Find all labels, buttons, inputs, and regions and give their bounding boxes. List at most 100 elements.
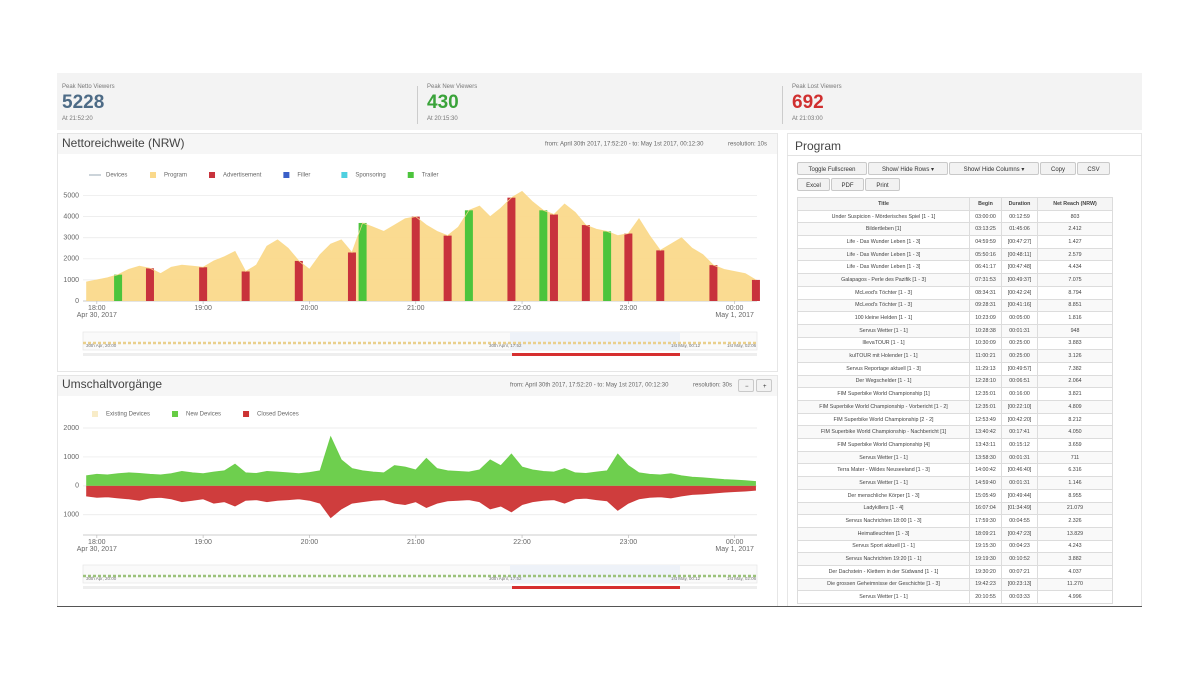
table-cell: 2.579: [1037, 247, 1113, 262]
scroll-track: [83, 353, 757, 356]
x-tick-label: 22:00: [513, 305, 531, 312]
range-text: from: April 30th 2017, 17:52:20 - to: Ma…: [545, 142, 704, 148]
table-cell: 10:28:38: [969, 323, 1002, 338]
area-line: [86, 489, 756, 519]
table-cell: 21.079: [1037, 501, 1113, 516]
column-header[interactable]: Begin: [969, 197, 1002, 211]
table-cell: Servus Wetter [1 - 1]: [797, 590, 970, 604]
table-cell: 14:59:40: [969, 476, 1002, 490]
zoom-button[interactable]: −: [738, 379, 754, 392]
legend-label: Closed Devices: [257, 412, 299, 418]
bar: [709, 265, 718, 301]
table-row: Servus Wetter [1 - 1] 10:28:38 00:01:31 948: [797, 323, 1113, 338]
legend-label: New Devices: [186, 412, 221, 418]
navigator-label: 30th Apr, 20:00: [86, 343, 117, 348]
button[interactable]: Toggle Fullscreen: [797, 162, 867, 175]
table-cell: Der Wegschelder [1 - 1]: [797, 374, 970, 389]
navigator-label: 1st May, 02:06: [727, 343, 757, 348]
table-row: Servus Wetter [1 - 1] 14:59:40 00:01:31 1.1…: [797, 476, 1113, 490]
column-header[interactable]: Net Reach (NRW): [1037, 197, 1113, 211]
bar: [114, 274, 123, 301]
table-cell: 00:01:31: [1001, 450, 1038, 465]
panel-header: [58, 134, 777, 154]
table-cell: 07:31:53: [969, 273, 1002, 287]
y-tick-label: 1000: [63, 512, 79, 519]
stat: Peak New Viewers 430 At 20:15:30: [423, 80, 763, 126]
button[interactable]: Print: [865, 178, 900, 191]
table-cell: FIM Superbike World Championship - Nachb…: [797, 425, 970, 440]
navigator-label: 1st May, 02:06: [727, 576, 757, 581]
panel-title: Program: [795, 139, 842, 153]
zoom-button[interactable]: +: [756, 379, 772, 392]
button[interactable]: PDF: [831, 178, 864, 191]
bar: [145, 268, 154, 301]
separator: [782, 86, 783, 124]
x-tick-label: 00:00: [726, 539, 744, 546]
scroll-track: [83, 586, 757, 589]
bar: [507, 197, 516, 301]
button[interactable]: Copy: [1040, 162, 1076, 175]
area-line: [86, 435, 756, 482]
x-tick-label: 23:00: [620, 305, 638, 312]
scroll-thumb: [512, 586, 680, 589]
y-tick-label: 2000: [63, 256, 79, 263]
table-cell: 2.412: [1037, 222, 1113, 237]
area-fill: [86, 485, 756, 518]
navigator-selection: [510, 565, 680, 583]
legend-swatch: [283, 172, 290, 178]
legend-swatch: [92, 411, 98, 417]
divider: [787, 155, 1142, 156]
bar: [624, 233, 633, 301]
table-cell: [00:23:13]: [1001, 577, 1038, 592]
bar: [603, 231, 612, 301]
button[interactable]: Excel: [797, 178, 830, 191]
y-tick-label: 1000: [63, 277, 79, 284]
table-cell: 00:17:41: [1001, 425, 1038, 440]
legend-label: Advertisement: [223, 173, 262, 179]
resolution-text: resolution: 10s: [728, 142, 767, 148]
table-cell: Servus Wetter [1 - 1]: [797, 323, 970, 338]
legend-label: Devices: [106, 173, 127, 179]
bar: [199, 267, 208, 301]
legend-swatch: [407, 172, 414, 178]
stat: Peak Lost Viewers 692 At 21:03:00: [788, 80, 1128, 126]
area-line: [86, 190, 757, 283]
table-row: Galapagos - Perle des Pazifik [1 - 3] 07:…: [797, 273, 1113, 287]
table-row: FIM Superbike World Championship [4] 13:4…: [797, 438, 1113, 452]
program-table-wrap: Title Begin Duration Net Reach (NRW) Under S…: [797, 197, 1113, 604]
bar: [549, 214, 558, 301]
legend-swatch: [150, 172, 156, 178]
table-cell: 4.996: [1037, 590, 1113, 604]
button[interactable]: Show/ Hide Rows ▾: [868, 162, 948, 175]
button[interactable]: Show/ Hide Columns ▾: [949, 162, 1039, 175]
table-cell: [00:48:11]: [1001, 247, 1038, 262]
bar: [358, 222, 367, 301]
range-text: from: April 30th 2017, 17:52:20 - to: Ma…: [510, 383, 669, 389]
stat-time: At 21:03:00: [792, 116, 823, 122]
table-cell: 12:35:01: [969, 400, 1002, 414]
legend-swatch: [172, 411, 179, 417]
table-row: Die grossen Geheimnisse der Geschichte […: [797, 577, 1113, 592]
legend-swatch: [243, 411, 250, 417]
table-row: Ladykillers [1 - 4] 16:07:04 [01:34:49] 21.…: [797, 501, 1113, 516]
table-cell: Heimatleuchten [1 - 3]: [797, 526, 970, 541]
table-cell: [00:49:37]: [1001, 273, 1038, 287]
x-tick-label: 19:00: [194, 539, 212, 546]
button[interactable]: CSV: [1077, 162, 1110, 175]
table-row: FIM Superbike World Championship - Nachb…: [797, 425, 1113, 440]
table-row: FIM Superbike World Championship - Vorbe…: [797, 400, 1113, 414]
bar: [443, 235, 452, 301]
table-cell: [00:22:10]: [1001, 400, 1038, 414]
table-row: Heimatleuchten [1 - 3] 18:09:21 [00:47:23]…: [797, 526, 1113, 541]
separator: [417, 86, 418, 124]
stat-value: 5228: [62, 92, 105, 113]
stat-value: 692: [792, 92, 824, 113]
y-tick-label: 3000: [63, 235, 79, 242]
x-tick-label: 21:00: [407, 539, 425, 546]
stats-bar: [57, 73, 1142, 130]
x-tick-label: 00:00: [726, 305, 744, 312]
y-tick-label: 2000: [63, 425, 79, 432]
